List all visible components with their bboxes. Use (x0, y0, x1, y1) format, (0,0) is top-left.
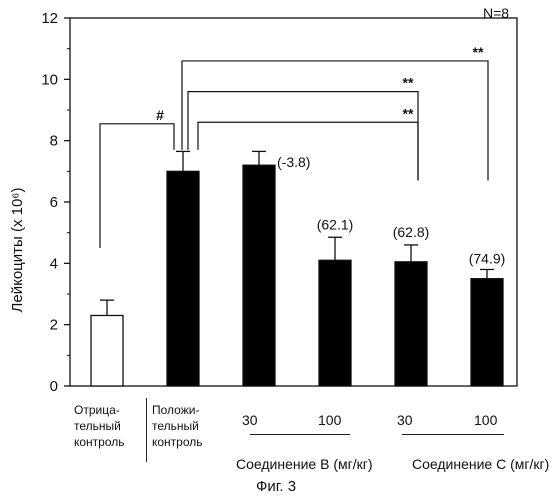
bar (395, 262, 427, 386)
category-label-line: тельный (152, 418, 203, 434)
significance-marker: ** (473, 44, 484, 60)
category-positive-control: Положи- тельный контроль (152, 402, 203, 450)
figure-caption: Фиг. 3 (256, 478, 296, 495)
sample-size-label: N=8 (483, 5, 509, 21)
category-divider (146, 398, 147, 462)
dose-label-c-100: 100 (474, 412, 497, 428)
category-label-line: Отрица- (74, 402, 125, 418)
y-tick-label: 6 (50, 194, 58, 211)
y-tick-label: 4 (50, 255, 58, 272)
group-label-compound-b: Соединение B (мг/кг) (236, 456, 373, 472)
significance-brackets: # ** ** ** (100, 44, 488, 248)
significance-bracket (198, 122, 418, 180)
y-tick-label: 12 (41, 10, 58, 27)
category-label-line: тельный (74, 418, 125, 434)
group-underline-b (250, 434, 350, 435)
category-label-line: контроль (152, 434, 203, 450)
group-label-compound-c: Соединение C (мг/кг) (412, 456, 549, 472)
bar (243, 165, 275, 386)
y-tick-label: 2 (50, 317, 58, 334)
group-underline-c (402, 434, 504, 435)
dose-label-b-30: 30 (242, 412, 258, 428)
significance-bracket (182, 61, 488, 181)
category-negative-control: Отрица- тельный контроль (74, 402, 125, 450)
y-tick-label: 8 (50, 133, 58, 150)
significance-bracket (100, 124, 174, 248)
bars (91, 151, 503, 386)
data-label: (62.8) (393, 224, 430, 240)
dose-label-c-30: 30 (397, 412, 413, 428)
category-label-line: Положи- (152, 402, 203, 418)
data-label: (62.1) (317, 216, 354, 232)
y-tick-label: 0 (50, 378, 58, 395)
y-axis-label: Лейкоциты (x 10⁶) (9, 188, 26, 313)
data-label: (74.9) (469, 250, 506, 266)
data-label: (-3.8) (277, 154, 310, 170)
y-tick-label: 10 (41, 71, 58, 88)
significance-marker: ** (403, 75, 414, 91)
plot-border (70, 18, 517, 386)
bar (91, 315, 123, 386)
dose-label-b-100: 100 (318, 412, 341, 428)
bar (319, 260, 351, 386)
data-labels: (-3.8) (62.1) (62.8) (74.9) (277, 154, 505, 266)
plot-frame (70, 18, 517, 386)
y-axis-ticks: 0 2 4 6 8 10 12 (41, 10, 70, 395)
significance-marker: ** (403, 105, 414, 121)
bar (471, 279, 503, 386)
category-label-line: контроль (74, 434, 125, 450)
bar (167, 171, 199, 386)
significance-marker: # (156, 107, 164, 123)
